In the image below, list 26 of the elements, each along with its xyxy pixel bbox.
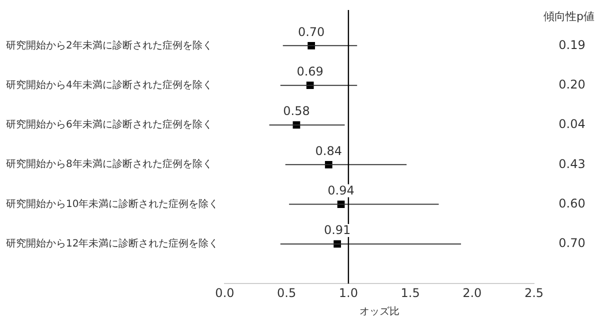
x-tick-label: 0.5 bbox=[277, 286, 296, 300]
x-tick-label: 2.5 bbox=[524, 286, 544, 300]
data-label: 0.69 bbox=[296, 64, 324, 78]
x-tick-label: 0.0 bbox=[215, 286, 234, 300]
y-tick-label: 研究開始から6年未満に診断された症例を除く bbox=[6, 118, 212, 131]
y-tick-label: 研究開始から4年未満に診断された症例を除く bbox=[6, 78, 212, 91]
x-tick-label: 2.0 bbox=[462, 286, 482, 300]
y-tick-label: 研究開始から2年未満に診断された症例を除く bbox=[6, 39, 212, 52]
y-tick-label: 研究開始から10年未満に診断された症例を除く bbox=[6, 198, 219, 210]
text: 0.60 bbox=[558, 196, 586, 210]
x-tick-label: 1.5 bbox=[400, 286, 420, 300]
text: 0.70 bbox=[558, 236, 586, 250]
x-axis-title: オッズ比 bbox=[359, 306, 400, 318]
text: 0.43 bbox=[558, 156, 586, 171]
data-label: 0.70 bbox=[298, 24, 325, 39]
data-label: 0.58 bbox=[283, 104, 310, 118]
data-label: 0.94 bbox=[328, 183, 354, 198]
text: 0.19 bbox=[558, 38, 586, 52]
data-label: 0.91 bbox=[324, 223, 351, 238]
y-tick-label: 研究開始から12年未満に診断された症例を除く bbox=[6, 238, 219, 250]
text: 傾向性p値 bbox=[544, 10, 594, 23]
x-tick-label: 1.0 bbox=[338, 286, 358, 300]
text: 0.20 bbox=[558, 77, 586, 92]
text: 0.04 bbox=[558, 117, 586, 132]
data-label: 0.84 bbox=[315, 144, 342, 158]
y-tick-label: 研究開始から8年未満に診断された症例を除く bbox=[6, 158, 212, 170]
